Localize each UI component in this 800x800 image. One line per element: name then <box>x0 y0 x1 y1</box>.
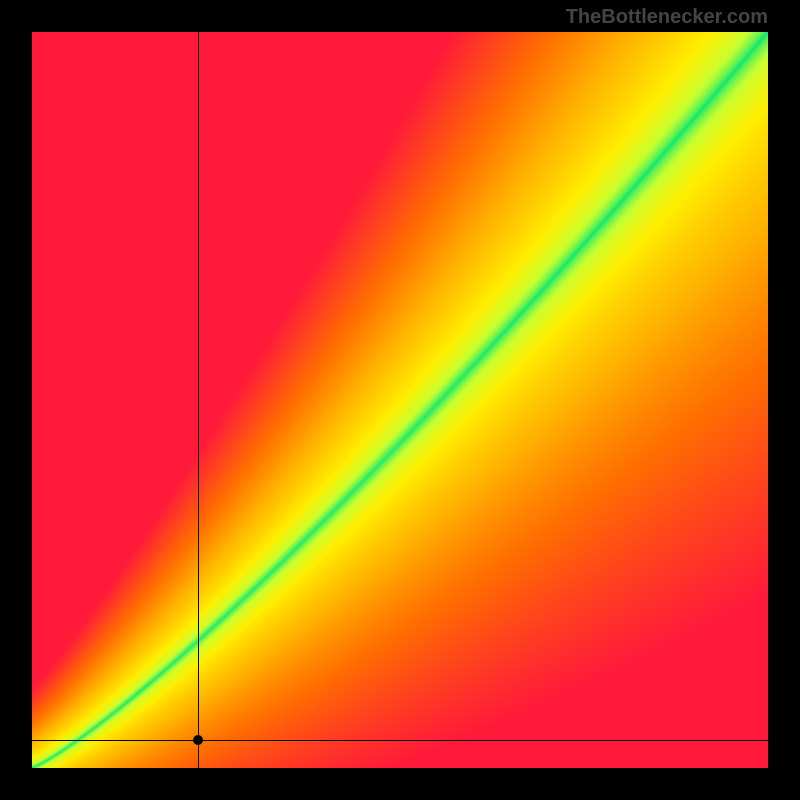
crosshair-horizontal <box>32 740 768 741</box>
plot-area <box>32 32 768 768</box>
marker-dot <box>193 735 203 745</box>
watermark-text: TheBottlenecker.com <box>566 6 768 29</box>
crosshair-vertical <box>198 32 199 768</box>
heatmap-canvas <box>32 32 768 768</box>
